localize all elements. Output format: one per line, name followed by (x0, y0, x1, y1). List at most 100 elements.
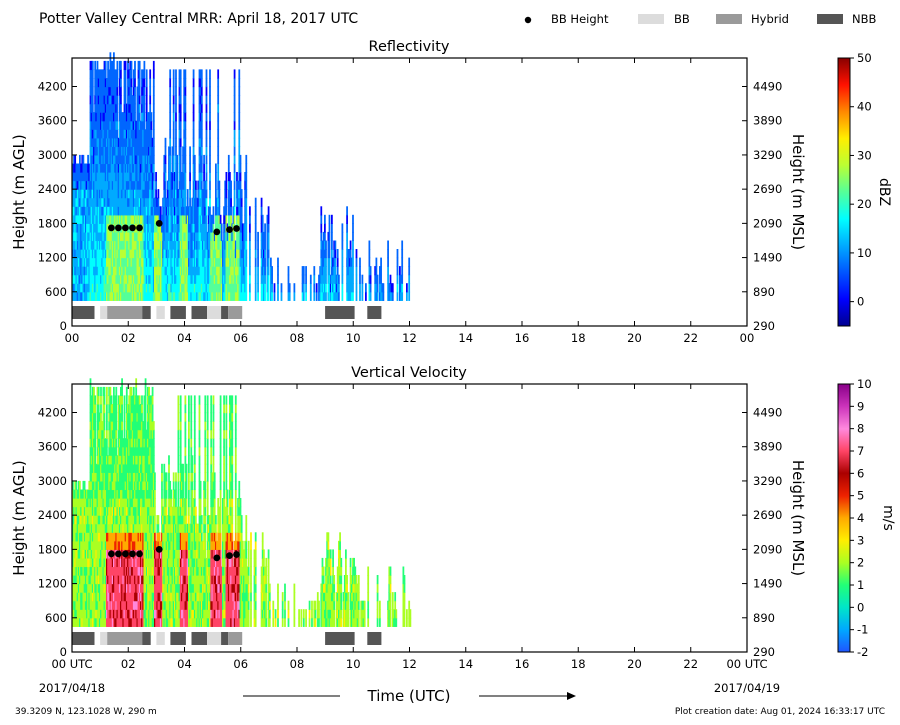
radar-cell (154, 283, 156, 293)
radar-cell (127, 283, 129, 293)
radar-cell (338, 291, 340, 301)
radar-cell (141, 566, 143, 576)
radar-cell (218, 283, 221, 293)
radar-cell (211, 274, 214, 284)
radar-cell (254, 240, 257, 250)
radar-cell (100, 266, 102, 276)
radar-cell (225, 240, 228, 250)
radar-cell (207, 206, 210, 216)
radar-cell (124, 137, 127, 147)
radar-cell (158, 266, 161, 276)
radar-cell (120, 446, 122, 456)
radar-cell (229, 189, 231, 199)
radar-cell (136, 592, 139, 602)
radar-cell (152, 197, 155, 207)
radar-cell (188, 257, 190, 267)
radar-cell (135, 249, 138, 259)
radar-cell (110, 249, 113, 259)
radar-cell (123, 240, 126, 250)
radar-cell (87, 223, 89, 233)
radar-cell (116, 129, 119, 139)
radar-cell (183, 197, 186, 207)
radar-cell (138, 600, 141, 610)
radar-cell (120, 429, 122, 439)
radar-cell (178, 240, 181, 250)
radar-cell (88, 592, 91, 602)
radar-cell (109, 480, 112, 491)
radar-cell (169, 291, 172, 301)
radar-cell (257, 283, 259, 293)
radar-cell (97, 146, 100, 156)
radar-cell (137, 455, 140, 465)
radar-cell (327, 274, 330, 284)
radar-cell (200, 266, 203, 276)
radar-cell (75, 523, 78, 533)
radar-cell (129, 515, 132, 525)
radar-cell (90, 575, 93, 585)
radar-cell (202, 197, 204, 207)
radar-cell (169, 223, 172, 233)
radar-cell (321, 257, 324, 267)
radar-cell (94, 540, 97, 550)
radar-cell (143, 257, 146, 267)
radar-cell (91, 206, 94, 216)
radar-cell (76, 617, 79, 627)
radar-cell (142, 498, 145, 508)
radar-cell (260, 257, 263, 267)
radar-cell (127, 163, 129, 173)
radar-cell (141, 274, 143, 284)
radar-cell (212, 283, 215, 293)
radar-cell (130, 197, 133, 207)
radar-cell (114, 189, 116, 199)
radar-cell (181, 214, 183, 224)
radar-cell (220, 231, 223, 242)
radar-cell (198, 189, 201, 199)
radar-cell (99, 69, 101, 79)
radar-cell (134, 609, 136, 619)
radar-cell (80, 575, 82, 585)
radar-cell (103, 103, 106, 113)
radar-cell (175, 103, 177, 113)
radar-cell (181, 189, 183, 199)
radar-cell (113, 480, 115, 491)
radar-cell (212, 206, 215, 216)
radar-cell (189, 223, 191, 233)
radar-cell (122, 583, 125, 593)
radar-cell (114, 540, 116, 550)
radar-cell (109, 404, 112, 414)
radar-cell (125, 575, 128, 585)
radar-cell (217, 266, 220, 276)
radar-cell (79, 480, 81, 491)
radar-cell (142, 609, 145, 619)
radar-cell (178, 172, 181, 182)
radar-cell (102, 146, 105, 156)
radar-cell (191, 274, 194, 284)
radar-cell (129, 266, 132, 276)
radar-cell (189, 172, 191, 182)
radar-cell (195, 240, 197, 250)
radar-cell (81, 515, 84, 525)
radar-cell (140, 163, 142, 173)
radar-cell (110, 532, 113, 542)
radar-cell (113, 129, 115, 139)
radar-cell (113, 60, 115, 71)
radar-cell (82, 540, 85, 550)
radar-cell (97, 463, 100, 473)
radar-cell (141, 103, 143, 113)
radar-cell (260, 197, 263, 207)
radar-cell (186, 266, 189, 276)
radar-cell (111, 557, 114, 568)
radar-cell (84, 566, 87, 576)
radar-cell (117, 523, 120, 533)
radar-cell (183, 291, 186, 301)
radar-cell (141, 291, 143, 301)
radar-cell (336, 291, 339, 301)
radar-cell (97, 163, 100, 173)
radar-cell (95, 532, 98, 542)
radar-cell (219, 266, 222, 276)
radar-cell (138, 498, 141, 508)
radar-cell (134, 154, 136, 165)
radar-cell (94, 180, 97, 190)
radar-cell (114, 438, 116, 448)
radar-cell (142, 112, 145, 122)
